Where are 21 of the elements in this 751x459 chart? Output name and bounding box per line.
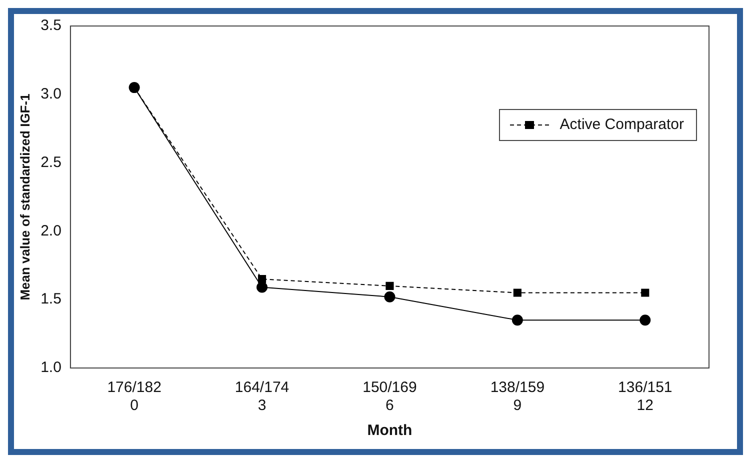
point	[513, 288, 522, 297]
y-axis-title: Mean value of standardized IGF-1	[17, 94, 32, 300]
point	[256, 282, 268, 293]
x-tick-label: 136/151 12	[618, 379, 672, 414]
y-tick-label: 3.5	[40, 17, 62, 34]
y-tick-label: 2.5	[40, 154, 62, 171]
legend-label: Active Comparator	[560, 115, 684, 135]
x-tick-label: 164/174 3	[234, 379, 290, 414]
x-axis-title: Month	[367, 422, 412, 440]
point	[512, 314, 523, 326]
y-tick-label: 1.0	[40, 359, 62, 376]
x-tick-label: 138/159 9	[490, 379, 545, 414]
y-tick-label: 3.0	[40, 86, 62, 103]
point	[640, 314, 651, 326]
x-tick-label: 150/169 6	[362, 379, 417, 414]
y-tick-label: 1.5	[40, 290, 62, 308]
x-tick-label: 176/182 0	[107, 379, 162, 414]
point	[384, 291, 396, 302]
point	[641, 288, 650, 297]
y-tick-label: 2.0	[40, 222, 62, 240]
point	[386, 282, 394, 290]
